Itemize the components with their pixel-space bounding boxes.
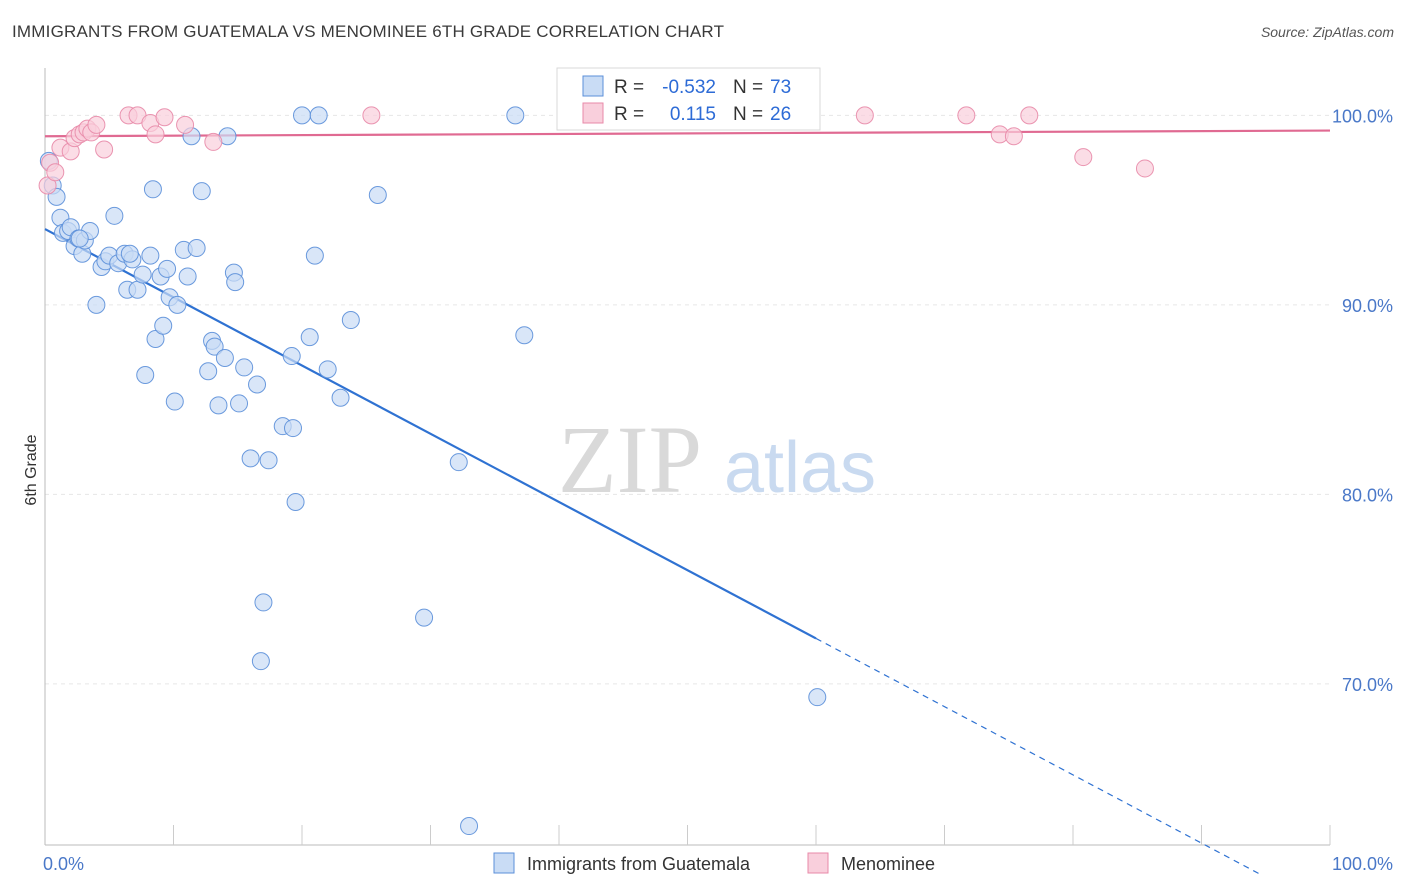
legend-swatch [493,852,515,874]
stats-box: R = -0.532 N = 73 R = 0.115 N = 26 [556,67,821,131]
point-guatemala [146,330,165,349]
point-menominee [1074,148,1093,167]
point-guatemala [165,392,184,411]
legend: Immigrants from Guatemala Menominee [493,852,935,874]
point-guatemala [128,280,147,299]
y-tick-label: 100.0% [1332,106,1393,126]
point-guatemala [215,348,234,367]
legend-label: Immigrants from Guatemala [527,854,751,874]
point-menominee [855,106,874,125]
point-menominee [146,125,165,144]
stats-swatch [582,75,604,97]
point-guatemala [158,259,177,278]
data-points [38,106,1154,836]
point-guatemala [226,273,245,292]
stats-n-label: N = [733,77,763,98]
point-menominee [204,132,223,151]
point-guatemala [248,375,267,394]
point-guatemala [168,295,187,314]
point-guatemala [309,106,328,125]
point-guatemala [141,246,160,265]
point-guatemala [230,394,249,413]
x-tick-labels: 0.0% 100.0% [43,854,1393,874]
point-guatemala [154,316,173,335]
point-guatemala [460,817,479,836]
point-guatemala [136,366,155,385]
y-tick-label: 80.0% [1342,485,1393,505]
stats-r-value: -0.532 [662,77,716,98]
y-tick-label: 70.0% [1342,675,1393,695]
stats-n-value: 26 [770,104,791,125]
point-guatemala [259,451,278,470]
point-guatemala [235,358,254,377]
point-guatemala [209,396,228,415]
point-guatemala [286,492,305,511]
stats-swatch [582,102,604,124]
x-tick-label: 0.0% [43,854,84,874]
point-guatemala [282,347,301,366]
point-guatemala [70,229,89,248]
point-guatemala [187,239,206,258]
y-axis-label: 6th Grade [23,434,40,505]
point-guatemala [415,608,434,627]
point-menominee [957,106,976,125]
stats-r-label: R = [614,77,644,98]
point-guatemala [293,106,311,125]
point-guatemala [178,267,197,286]
point-menominee [1020,106,1039,125]
point-guatemala [331,388,350,407]
point-guatemala [515,326,534,345]
point-guatemala [506,106,525,125]
stats-r-value: 0.115 [670,104,716,125]
stats-n-label: N = [733,104,763,125]
legend-label: Menominee [841,854,935,874]
legend-swatch [807,852,829,874]
watermark-atlas: atlas [724,428,876,508]
point-guatemala [341,311,360,330]
stats-n-value: 73 [770,77,791,98]
trend-line-menominee [44,129,1331,138]
point-menominee [38,176,57,195]
point-menominee [155,108,174,127]
point-guatemala [449,453,468,472]
point-guatemala [305,246,324,265]
point-guatemala [318,360,337,379]
point-menominee [1004,127,1023,146]
point-guatemala [199,362,218,381]
trend-line-guatemala-extension [815,637,1260,875]
point-menominee [1135,159,1154,178]
point-guatemala [368,185,387,204]
point-menominee [46,163,65,182]
y-tick-labels: 100.0% 90.0% 80.0% 70.0% [1332,106,1393,695]
chart-title: IMMIGRANTS FROM GUATEMALA VS MENOMINEE 6… [12,22,725,41]
point-guatemala [143,180,162,199]
axes [44,68,1331,846]
point-guatemala [251,652,270,671]
point-guatemala [808,688,827,707]
point-guatemala [205,337,224,356]
watermark-zip: ZIP [558,406,702,513]
point-menominee [362,106,381,125]
point-guatemala [87,295,106,314]
stats-r-label: R = [614,104,644,125]
point-guatemala [300,328,319,347]
x-tick-label: 100.0% [1332,854,1393,874]
watermark: ZIP atlas [558,406,876,513]
point-guatemala [120,244,139,263]
point-menominee [87,115,106,134]
point-guatemala [105,206,124,225]
point-menominee [176,115,195,134]
point-guatemala [284,419,303,438]
chart-source: Source: ZipAtlas.com [1260,24,1394,40]
point-guatemala [254,593,273,612]
point-guatemala [192,182,211,201]
point-guatemala [133,265,152,284]
point-guatemala [241,449,260,468]
point-menominee [95,140,114,159]
y-tick-label: 90.0% [1342,296,1393,316]
